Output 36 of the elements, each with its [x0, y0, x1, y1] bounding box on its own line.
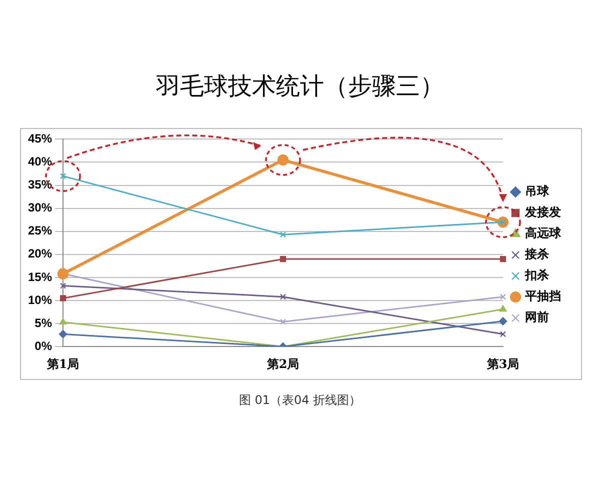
- point: [59, 318, 67, 325]
- y-tick-label: 20%: [28, 246, 52, 261]
- point: [57, 268, 69, 280]
- legend-label: 吊球: [525, 184, 550, 198]
- point: [498, 317, 508, 326]
- legend-label: 网前: [525, 310, 549, 324]
- y-tick-label: 15%: [28, 270, 52, 284]
- y-tick-label: 40%: [28, 154, 52, 169]
- legend-label: 扣杀: [524, 268, 549, 282]
- point: [280, 318, 286, 325]
- x-tick-label: 第3局: [486, 356, 520, 371]
- point: [60, 282, 66, 289]
- y-tick-label: 5%: [34, 316, 52, 330]
- point: [500, 331, 506, 338]
- y-tick-label: 25%: [28, 224, 52, 238]
- x-tick-label: 第2局: [266, 356, 300, 371]
- legend-label: 接杀: [524, 247, 549, 262]
- legend-label: 高远球: [525, 226, 562, 240]
- point: [280, 256, 286, 262]
- point: [500, 256, 506, 262]
- point: [280, 294, 286, 300]
- y-tick-label: 10%: [28, 292, 52, 307]
- point: [280, 232, 286, 238]
- point: [499, 305, 507, 312]
- caption: 图 01（表04 折线图）: [238, 392, 362, 409]
- point: [58, 330, 68, 338]
- chart-title: 羽毛球技术统计（步骤三）: [155, 71, 445, 102]
- y-tick-label: 0%: [34, 338, 52, 353]
- y-tick-label: 30%: [28, 200, 52, 215]
- y-tick-label: 35%: [28, 178, 52, 192]
- y-tick-label: 45%: [28, 132, 52, 146]
- x-tick-label: 第1局: [46, 356, 80, 371]
- point: [500, 294, 506, 300]
- point: [60, 295, 66, 302]
- legend-label: 发接发: [524, 205, 561, 220]
- legend-label: 平抽挡: [524, 289, 561, 304]
